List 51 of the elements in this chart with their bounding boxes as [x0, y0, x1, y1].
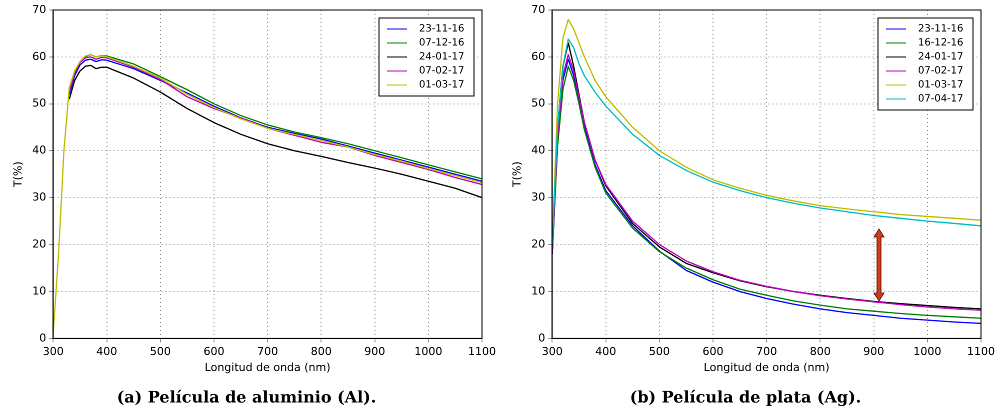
legend-label: 01-03-17: [918, 80, 964, 91]
x-tick-label: 1100: [967, 344, 996, 358]
x-tick-label: 900: [863, 344, 884, 358]
legend-label: 16-12-16: [918, 38, 964, 49]
y-tick-label: 0: [39, 331, 46, 344]
x-tick-label: 500: [150, 344, 171, 358]
y-tick-label: 60: [531, 50, 546, 63]
legend-label: 24-01-17: [419, 52, 464, 63]
y-tick-label: 10: [531, 284, 546, 298]
y-tick-label: 50: [32, 96, 46, 110]
x-tick-label: 1000: [913, 344, 942, 358]
x-tick-label: 300: [42, 344, 64, 358]
y-axis-title: T(%): [11, 161, 24, 188]
y-tick-label: 20: [531, 237, 546, 250]
y-tick-label: 0: [538, 331, 546, 344]
text: (a) Película de aluminio (Al).: [116, 388, 376, 407]
y-tick-label: 10: [32, 284, 46, 298]
y-tick-label: 30: [531, 190, 546, 204]
legend-label: 07-02-17: [918, 66, 964, 77]
x-tick-label: 300: [542, 344, 563, 358]
x-tick-label: 500: [648, 344, 670, 358]
legend-label: 07-02-17: [419, 66, 464, 77]
x-axis-title: Longitud de onda (nm): [204, 361, 331, 374]
y-tick-label: 30: [32, 190, 46, 204]
y-tick-label: 60: [32, 50, 46, 63]
legend-label: 01-03-17: [419, 80, 464, 91]
y-tick-label: 70: [531, 2, 546, 16]
legend-label: 07-12-16: [419, 38, 464, 49]
y-axis-title: T(%): [510, 161, 524, 188]
y-tick-label: 20: [32, 237, 46, 250]
x-tick-label: 800: [810, 344, 831, 358]
y-tick-label: 40: [32, 144, 46, 157]
legend-label: 23-11-16: [419, 24, 464, 35]
y-tick-label: 50: [531, 96, 546, 110]
x-tick-label: 700: [257, 344, 278, 358]
x-tick-label: 700: [756, 344, 778, 358]
x-axis-title: Longitud de onda (nm): [704, 361, 830, 374]
x-tick-label: 600: [702, 344, 724, 358]
x-tick-label: 800: [310, 344, 332, 358]
x-tick-label: 1100: [468, 344, 496, 358]
x-tick-label: 1000: [414, 344, 442, 358]
y-tick-label: 70: [32, 2, 46, 16]
x-tick-label: 600: [204, 344, 224, 358]
y-tick-label: 40: [531, 144, 546, 157]
x-tick-label: 400: [595, 344, 616, 358]
x-tick-label: 900: [364, 344, 386, 358]
legend-label: 24-01-17: [918, 52, 964, 63]
legend-label: 07-04-17: [918, 94, 964, 105]
x-tick-label: 400: [96, 344, 118, 358]
legend-label: 23-11-16: [918, 24, 964, 35]
text: (b) Película de plata (Ag).: [630, 388, 862, 407]
